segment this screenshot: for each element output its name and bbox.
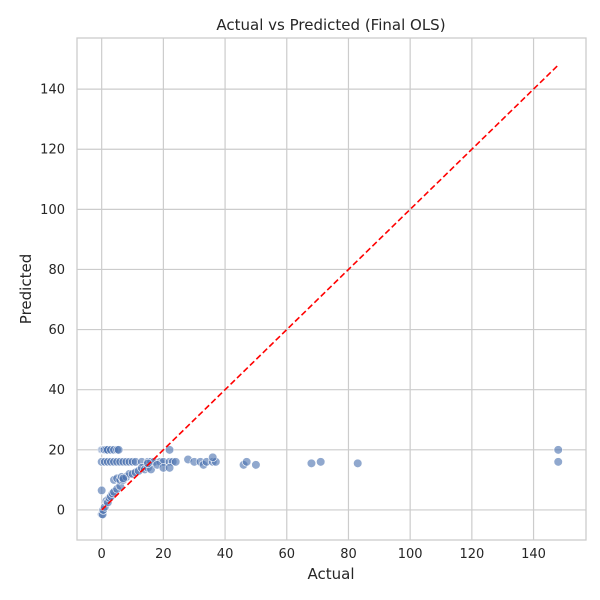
x-axis-label: Actual <box>308 565 355 583</box>
x-tick-label: 0 <box>98 547 106 562</box>
x-tick-label: 100 <box>398 547 423 562</box>
x-tick-label: 20 <box>155 547 172 562</box>
data-point <box>171 457 181 467</box>
x-tick-label: 60 <box>278 547 295 562</box>
reference-line <box>101 64 559 511</box>
grid-lines <box>77 38 586 540</box>
data-point <box>97 485 107 496</box>
x-tick-label: 40 <box>217 547 234 562</box>
chart-title: Actual vs Predicted (Final OLS) <box>216 16 445 34</box>
data-point <box>251 460 261 470</box>
data-point <box>242 457 252 467</box>
data-point <box>553 445 563 455</box>
data-point <box>118 473 128 483</box>
y-tick-label: 100 <box>40 203 65 218</box>
y-tick-label: 0 <box>57 503 65 518</box>
data-point <box>353 458 363 468</box>
data-point <box>316 457 326 467</box>
x-tick-label: 140 <box>521 547 546 562</box>
data-point <box>553 457 563 467</box>
x-tick-label: 80 <box>340 547 357 562</box>
y-tick-label: 40 <box>48 383 65 398</box>
data-point <box>164 463 175 473</box>
y-tick-label: 60 <box>48 323 65 338</box>
y-tick-label: 120 <box>40 143 65 158</box>
data-point <box>164 445 175 455</box>
y-axis-label: Predicted <box>17 254 35 324</box>
x-tick-label: 120 <box>459 547 484 562</box>
y-tick-label: 140 <box>40 83 65 98</box>
y-tick-label: 20 <box>48 443 65 458</box>
data-point <box>114 445 124 455</box>
data-point <box>306 458 317 468</box>
reference-line-layer <box>101 64 559 511</box>
y-tick-label: 80 <box>48 263 65 278</box>
x-axis: 0 20 40 60 80 100 120 140 <box>98 547 546 562</box>
data-point <box>208 452 218 462</box>
scatter-points <box>97 445 563 520</box>
data-point <box>143 458 153 468</box>
y-axis: 0 20 40 60 80 100 120 140 <box>40 83 65 519</box>
plot-frame <box>76 37 587 541</box>
